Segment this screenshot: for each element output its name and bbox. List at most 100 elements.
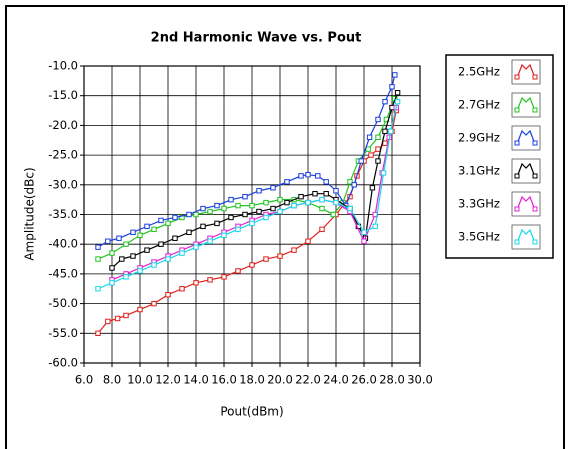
marker	[105, 238, 111, 244]
marker	[193, 211, 199, 218]
legend-icon	[511, 125, 541, 151]
marker	[109, 250, 115, 256]
legend-glyph	[516, 63, 536, 79]
legend-label: 3.5GHz	[458, 230, 500, 244]
marker	[235, 268, 241, 274]
y-tick-label: -40.0	[48, 237, 78, 251]
marker	[221, 205, 227, 212]
marker	[270, 205, 276, 212]
y-tick-label: -55.0	[48, 326, 78, 340]
marker	[137, 306, 143, 313]
y-tick-label: -45.0	[48, 266, 78, 280]
marker	[109, 280, 115, 286]
marker	[228, 214, 234, 221]
marker	[365, 146, 371, 152]
x-tick-label: 30.0	[407, 373, 433, 387]
legend-marker	[532, 206, 538, 212]
marker	[319, 205, 325, 212]
marker	[123, 312, 129, 319]
marker	[165, 291, 171, 298]
y-axis-label: Amplitude(dBc)	[23, 167, 37, 260]
marker	[137, 232, 143, 238]
legend-icon	[511, 59, 541, 85]
marker	[305, 199, 311, 206]
marker	[263, 256, 269, 262]
legend-icon	[511, 92, 541, 118]
marker	[330, 211, 336, 218]
marker	[186, 211, 192, 218]
legend-glyph	[516, 228, 536, 244]
legend-label: 2.5GHz	[458, 65, 500, 79]
legend-label: 3.1GHz	[458, 164, 500, 178]
marker	[179, 286, 185, 292]
marker	[256, 188, 262, 194]
marker	[235, 226, 241, 233]
marker	[144, 223, 150, 230]
legend-marker	[532, 107, 538, 113]
marker	[242, 193, 248, 200]
marker	[361, 229, 367, 236]
y-tick-label: -20.0	[48, 118, 78, 132]
marker	[347, 205, 353, 212]
marker	[291, 247, 297, 253]
marker	[123, 274, 129, 280]
marker	[235, 202, 241, 209]
legend-glyph	[516, 129, 536, 145]
legend-marker	[514, 239, 520, 245]
marker	[256, 208, 262, 215]
marker	[394, 90, 401, 96]
marker	[151, 226, 157, 233]
marker	[158, 217, 164, 224]
legend-box	[445, 54, 554, 259]
marker	[291, 202, 297, 209]
marker	[263, 214, 269, 221]
marker	[298, 173, 304, 179]
marker	[319, 226, 325, 233]
legend-marker	[532, 140, 538, 146]
y-tick-label: -25.0	[48, 148, 78, 162]
marker	[382, 128, 388, 135]
marker	[305, 172, 311, 178]
marker	[369, 185, 376, 191]
marker	[137, 268, 143, 274]
marker	[277, 196, 283, 203]
legend-marker	[514, 206, 520, 212]
legend-glyph	[516, 162, 536, 178]
x-tick-label: 12.0	[155, 373, 181, 387]
legend-marker	[514, 107, 520, 113]
y-tick-label: -15.0	[48, 88, 78, 102]
marker	[375, 146, 381, 152]
legend-label: 2.9GHz	[458, 131, 500, 145]
marker	[351, 182, 357, 188]
marker	[116, 235, 122, 241]
marker	[249, 262, 255, 268]
marker	[151, 262, 157, 268]
frame	[5, 5, 565, 449]
legend-glyph	[516, 96, 536, 112]
marker	[200, 223, 206, 230]
y-tick-label: -30.0	[48, 177, 78, 191]
legend-icon	[511, 224, 541, 250]
y-tick-label: -10.0	[48, 59, 78, 73]
marker	[249, 220, 255, 227]
marker	[165, 256, 171, 262]
marker	[207, 238, 213, 244]
x-tick-label: 20.0	[267, 373, 293, 387]
marker	[186, 229, 192, 236]
x-tick-label: 8.0	[103, 373, 121, 387]
marker	[277, 208, 283, 215]
legend-marker	[514, 140, 520, 146]
marker	[95, 286, 101, 292]
marker	[105, 318, 111, 325]
marker	[361, 238, 367, 244]
marker	[263, 199, 269, 206]
marker	[277, 253, 283, 259]
marker	[123, 241, 129, 247]
marker	[394, 98, 401, 105]
marker	[312, 191, 318, 197]
marker	[109, 265, 115, 271]
marker	[375, 116, 381, 123]
marker	[172, 235, 178, 241]
legend-marker	[514, 74, 520, 80]
